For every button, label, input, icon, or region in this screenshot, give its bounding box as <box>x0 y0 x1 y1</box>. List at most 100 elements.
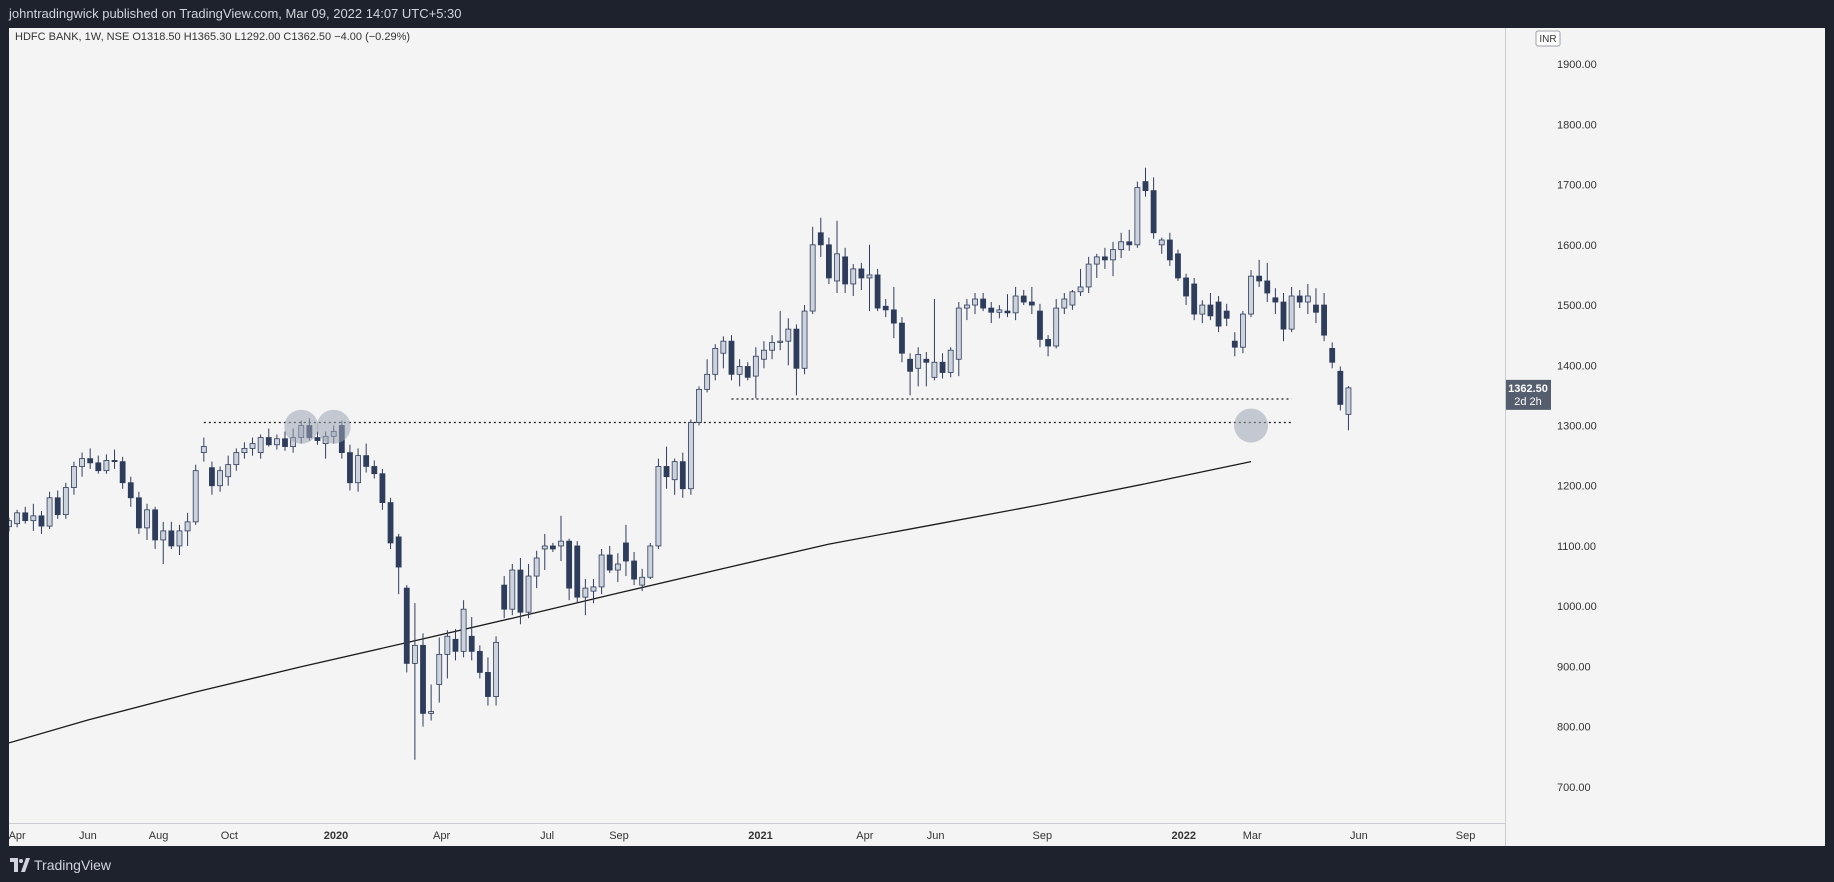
bearish-candle-body <box>1183 277 1189 297</box>
bullish-candle-body <box>1085 263 1092 288</box>
publisher-bar: johntradingwick published on TradingView… <box>0 0 1834 28</box>
bullish-candle-body <box>582 587 589 598</box>
bearish-candle-body <box>1102 256 1108 261</box>
candle <box>1345 386 1352 431</box>
candle <box>200 437 207 462</box>
bearish-candle-body <box>476 650 483 673</box>
candle <box>663 446 670 489</box>
bullish-candle-body <box>769 341 775 351</box>
bullish-candle-body <box>355 455 361 484</box>
bullish-candle-body <box>103 460 110 472</box>
bullish-candle-body <box>647 545 654 578</box>
candle <box>1288 286 1295 333</box>
candle <box>1142 167 1149 197</box>
bullish-candle-body <box>1061 298 1068 309</box>
candle <box>135 491 142 534</box>
moving-average-line <box>8 460 1252 744</box>
candle <box>444 630 451 679</box>
bearish-candle-body <box>152 509 159 541</box>
bearish-candle-body <box>874 274 881 309</box>
bearish-candle-body <box>1272 297 1279 303</box>
candle <box>931 299 938 381</box>
candle <box>826 237 832 284</box>
footer-bar: TradingView <box>0 850 1834 882</box>
candle <box>882 299 889 318</box>
candle <box>1321 293 1327 342</box>
bullish-candle-body <box>850 268 857 285</box>
candle <box>744 362 751 381</box>
bullish-candle-body <box>71 466 77 488</box>
candle <box>436 637 443 703</box>
candle <box>614 553 621 583</box>
footer-brand[interactable]: TradingView <box>34 857 112 873</box>
bearish-candle-body <box>1037 310 1043 340</box>
bearish-candle-body <box>363 455 370 467</box>
bullish-candle-body <box>614 563 621 571</box>
candle <box>160 521 167 565</box>
candle <box>95 455 102 474</box>
time-tick-label: Apr <box>856 830 873 842</box>
bearish-candle-body <box>744 366 751 378</box>
candle <box>517 558 524 625</box>
candle <box>939 353 946 379</box>
highlight-circle <box>316 409 351 444</box>
bullish-candle-body <box>947 349 954 373</box>
candle <box>411 603 418 760</box>
candle <box>79 452 85 477</box>
bearish-candle-body <box>890 309 897 324</box>
highlight-circle <box>284 409 319 444</box>
bullish-candle-body <box>736 366 743 375</box>
bullish-candle-body <box>785 328 792 342</box>
candle <box>590 579 597 604</box>
bullish-candle-body <box>217 470 223 487</box>
price-chart[interactable]: Apr Jun Aug Oct 2020 Apr Jul Sep 2021 Apr Jun Sep 20… <box>6 28 1825 846</box>
bearish-candle-body <box>1028 301 1035 306</box>
bullish-candle-body <box>176 530 183 547</box>
bullish-candle-body <box>493 641 499 697</box>
price-tick-label: 1700.00 <box>1557 180 1597 192</box>
candle <box>387 497 394 549</box>
bearish-candle-body <box>501 584 508 610</box>
bearish-candle-body <box>517 569 524 613</box>
candle <box>1337 366 1344 411</box>
candle <box>452 629 459 661</box>
bullish-candle-body <box>996 309 1003 313</box>
time-tick-label: Sep <box>1032 830 1052 842</box>
candle <box>22 506 29 524</box>
candle <box>1134 181 1141 248</box>
bullish-candle-body <box>777 340 784 343</box>
candle <box>1118 232 1125 259</box>
price-tick-label: 1600.00 <box>1557 240 1597 252</box>
candle <box>1053 299 1060 349</box>
candle <box>1207 293 1214 321</box>
candle <box>972 293 978 315</box>
candle <box>809 226 816 315</box>
bearish-candle-body <box>793 328 800 369</box>
currency-badge[interactable] <box>1535 30 1561 47</box>
bullish-candle-body <box>46 497 53 527</box>
candle <box>209 461 215 495</box>
bullish-candle-body <box>931 361 938 378</box>
candle <box>168 521 175 549</box>
candle <box>1069 289 1076 310</box>
candle <box>566 538 573 601</box>
candle <box>54 490 61 519</box>
candle <box>671 458 678 495</box>
bearish-candle-body <box>22 512 29 522</box>
bearish-candle-body <box>1004 310 1011 314</box>
bearish-candle-body <box>842 256 849 285</box>
bullish-candle-body <box>1053 307 1060 347</box>
bullish-candle-body <box>1134 187 1141 246</box>
price-tick-label: 700.00 <box>1557 782 1591 794</box>
bullish-candle-body <box>955 307 962 360</box>
bearish-candle-body <box>1142 181 1149 192</box>
bullish-candle-body <box>1248 275 1254 315</box>
candle <box>598 548 605 595</box>
currency-label: INR <box>1539 34 1556 45</box>
candle <box>834 220 840 293</box>
candle <box>241 442 248 459</box>
candle <box>915 347 922 387</box>
candle <box>639 568 646 592</box>
price-tick-label: 800.00 <box>1557 722 1591 734</box>
candle <box>1012 286 1019 321</box>
